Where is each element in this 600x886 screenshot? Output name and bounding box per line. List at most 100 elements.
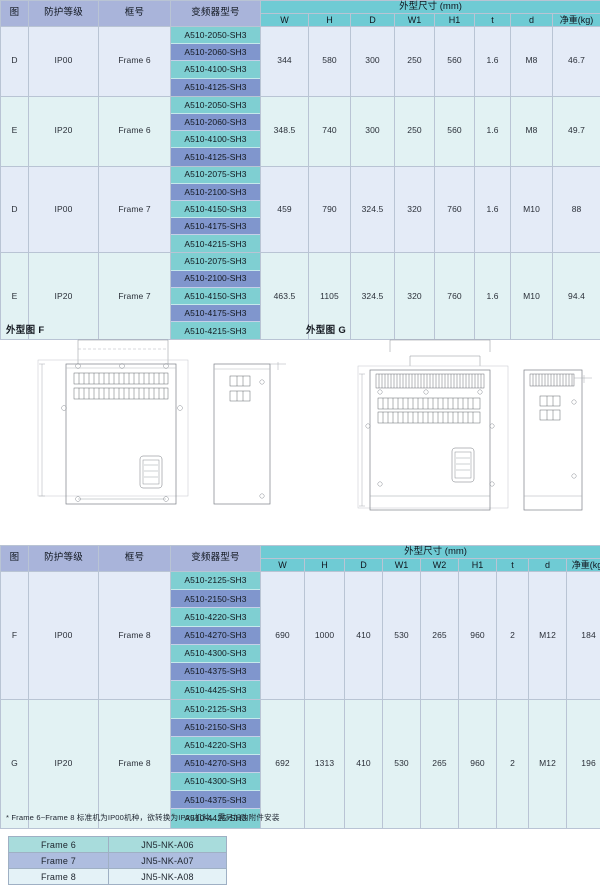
cell-t: 2 [496, 570, 529, 701]
cell-frame: Frame 6 [98, 95, 171, 167]
th2-model: 变频器型号 [170, 545, 261, 572]
th-col-d: d [510, 13, 553, 27]
th-model: 变频器型号 [170, 0, 261, 27]
accessory-frame: Frame 6 [8, 836, 109, 853]
th-col--kg-: 净重(kg) [551, 13, 600, 27]
cell-w: 690 [260, 570, 305, 701]
cell-w1: 320 [394, 252, 435, 341]
accessory-part: JN5-NK-A06 [108, 836, 227, 853]
table-row: E IP20 Frame 6 A510-2050-SH3 A510-2060-SH3 A5… [0, 95, 600, 167]
table-row: E IP20 Frame 7 A510-2075-SH3 A510-2100-SH3 A5… [0, 252, 600, 341]
th-col-t: t [496, 558, 529, 572]
th-dimension-group: 外型尺寸 (mm) [259, 0, 600, 14]
model-item: A510-4125-SH3 [171, 148, 260, 166]
cell-w: 348.5 [260, 95, 309, 167]
accessory-row: Frame 7 JN5-NK-A07 [8, 852, 227, 869]
cell-d: 300 [350, 26, 395, 97]
model-item: A510-4270-SH3 [171, 626, 260, 645]
footnote-text: * Frame 6~Frame 8 标准机为IP00机种，欲转换为IP20机种，… [6, 813, 280, 822]
table-2-body: F IP00 Frame 8 A510-2125-SH3 A510-2150-SH3 A5… [0, 570, 600, 829]
cell-t: 1.6 [474, 95, 511, 167]
cell-h1: 560 [434, 26, 475, 97]
model-item: A510-4100-SH3 [171, 61, 260, 79]
cell--kg-: 49.7 [551, 95, 600, 167]
table-1-body: D IP00 Frame 6 A510-2050-SH3 A510-2060-SH3 A5… [0, 26, 600, 341]
cell-w: 459 [260, 165, 309, 254]
th2-figure: 图 [0, 545, 29, 572]
cell-d: 300 [350, 95, 395, 167]
cell-d: 324.5 [350, 165, 395, 254]
cell-h: 740 [308, 95, 351, 167]
outline-drawing-g-svg [357, 339, 592, 511]
dimension-table-2: 图 防护等级 框号 变频器型号 外型尺寸 (mm) W H D W1 W2 H1 t d 净重(… [0, 545, 600, 829]
cell-w2: 265 [420, 699, 459, 829]
th-col-d: d [528, 558, 567, 572]
model-item: A510-4175-SH3 [171, 305, 260, 323]
cell-model-list: A510-2125-SH3 A510-2150-SH3 A510-4220-SH3 A… [170, 699, 261, 829]
cell-h1: 960 [458, 570, 497, 701]
outline-drawing-f: 外型图 F [6, 322, 296, 336]
cell-d: M12 [528, 570, 567, 701]
accessory-table: Frame 6 JN5-NK-A06 Frame 7 JN5-NK-A07 Frame … [8, 836, 227, 885]
cell-h: 1313 [304, 699, 345, 829]
accessory-row: Frame 8 JN5-NK-A08 [8, 868, 227, 885]
model-item: A510-2150-SH3 [171, 718, 260, 737]
th-col--kg-: 净重(kg) [565, 558, 600, 572]
cell-t: 1.6 [474, 26, 511, 97]
accessory-frame: Frame 7 [8, 852, 109, 869]
cell--kg-: 94.4 [551, 252, 600, 341]
th-figure: 图 [0, 0, 29, 27]
model-item: A510-4425-SH3 [171, 681, 260, 700]
cell-figure: E [0, 95, 29, 167]
th-col-d: D [344, 558, 383, 572]
cell-h: 1105 [308, 252, 351, 341]
cell--kg-: 46.7 [551, 26, 600, 97]
outline-drawing-g-label: 外型图 G [306, 325, 347, 336]
cell-frame: Frame 8 [98, 699, 171, 829]
th2-frame: 框号 [98, 545, 171, 572]
th-col-h: H [304, 558, 345, 572]
cell-d: 410 [344, 699, 383, 829]
model-item: A510-2125-SH3 [171, 700, 260, 719]
cell-figure: G [0, 699, 29, 829]
cell-t: 1.6 [474, 252, 511, 341]
model-item: A510-4175-SH3 [171, 218, 260, 236]
cell-protection: IP00 [28, 26, 99, 97]
cell-h1: 960 [458, 699, 497, 829]
cell-model-list: A510-2050-SH3 A510-2060-SH3 A510-4100-SH3 A… [170, 95, 261, 167]
model-item: A510-4270-SH3 [171, 754, 260, 774]
accessory-frame: Frame 8 [8, 868, 109, 885]
cell-w1: 530 [382, 699, 421, 829]
th-col-h1: H1 [458, 558, 497, 572]
th-col-h: H [308, 13, 351, 27]
cell-w1: 250 [394, 95, 435, 167]
model-item: A510-2050-SH3 [171, 96, 260, 114]
cell-d: M8 [510, 95, 553, 167]
cell-model-list: A510-2050-SH3 A510-2060-SH3 A510-4100-SH3 A… [170, 26, 261, 97]
model-item: A510-2060-SH3 [171, 44, 260, 62]
cell-figure: E [0, 252, 29, 341]
cell-d: M12 [528, 699, 567, 829]
cell-w: 692 [260, 699, 305, 829]
cell--kg-: 88 [551, 165, 600, 254]
cell-d: M10 [510, 165, 553, 254]
table-1-head: 图 防护等级 框号 变频器型号 外型尺寸 (mm) W H D W1 H1 t d 净重(kg… [0, 0, 600, 27]
th-col-w1: W1 [394, 13, 435, 27]
cell-d: 324.5 [350, 252, 395, 341]
table-row: F IP00 Frame 8 A510-2125-SH3 A510-2150-SH3 A5… [0, 570, 600, 701]
model-item: A510-2100-SH3 [171, 183, 260, 201]
cell-h: 1000 [304, 570, 345, 701]
table-row: D IP00 Frame 7 A510-2075-SH3 A510-2100-SH3 A5… [0, 165, 600, 254]
cell-protection: IP20 [28, 252, 99, 341]
model-item: A510-2060-SH3 [171, 113, 260, 132]
th2-dimension-group: 外型尺寸 (mm) [259, 545, 600, 559]
cell--kg-: 184 [565, 570, 600, 701]
cell-protection: IP00 [28, 165, 99, 254]
model-item: A510-2125-SH3 [171, 572, 260, 591]
cell-protection: IP00 [28, 570, 99, 701]
cell-frame: Frame 8 [98, 570, 171, 701]
outline-drawing-g: 外型图 G [306, 322, 596, 336]
cell-figure: D [0, 165, 29, 254]
cell-w1: 320 [394, 165, 435, 254]
